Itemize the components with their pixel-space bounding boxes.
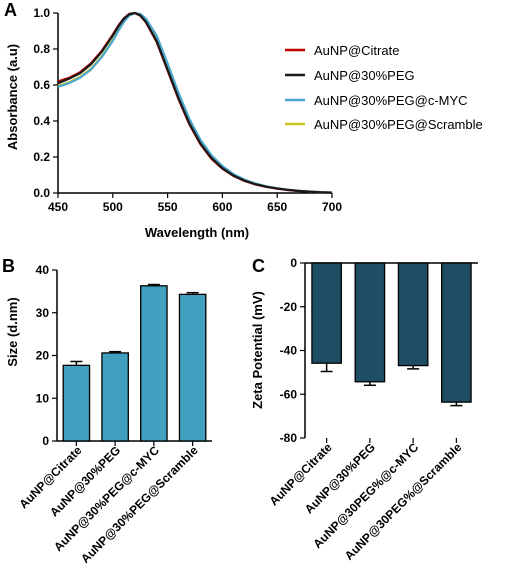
- chart-b-ytick-label: 20: [36, 349, 50, 363]
- chart-b-ytick-label: 40: [36, 263, 50, 277]
- chart-a-ytick-label: 1.0: [33, 6, 50, 20]
- chart-b-ylabel: Size (d.nm): [5, 297, 20, 366]
- chart-a-legend-label: AuNP@Citrate: [314, 43, 399, 58]
- chart-b-xtick-label: AuNP@30%PEG: [47, 443, 123, 519]
- chart-a-xtick-label: 450: [48, 200, 68, 214]
- chart-b-bar: [178, 293, 207, 442]
- chart-a-legend-label: AuNP@30%PEG@c-MYC: [314, 93, 468, 108]
- chart-a-series-line: [57, 11, 333, 194]
- chart-c-ytick-label: -20: [280, 300, 298, 314]
- chart-c-bar: [397, 262, 429, 367]
- chart-a-series-line: [57, 11, 333, 194]
- chart-c-ylabel: Zeta Potential (mV): [250, 291, 265, 409]
- chart-c: 0-20-40-60-80AuNP@CitrateAuNP@30%PEGAuNP…: [267, 256, 478, 563]
- panel-letter-a: A: [4, 0, 17, 20]
- chart-a-ytick-label: 0.8: [33, 42, 50, 56]
- chart-c-ytick-label: 0: [290, 256, 297, 270]
- chart-a-xlabel: Wavelength (nm): [145, 225, 249, 240]
- chart-c-ytick-label: -60: [280, 387, 298, 401]
- chart-c-ytick-label: -40: [280, 344, 298, 358]
- chart-a-ytick-label: 0.0: [33, 186, 50, 200]
- chart-c-ytick-label: -80: [280, 431, 298, 445]
- chart-a-xtick-label: 550: [158, 200, 178, 214]
- chart-a-xtick-label: 650: [267, 200, 287, 214]
- chart-b-ytick-label: 0: [42, 434, 49, 448]
- chart-a-series-line: [57, 11, 333, 194]
- chart-b-bar: [62, 364, 91, 442]
- chart-a-ytick-label: 0.2: [33, 150, 50, 164]
- chart-a-legend-label: AuNP@30%PEG: [314, 68, 415, 83]
- panel-letter-c: C: [252, 256, 265, 276]
- chart-b-ytick-label: 10: [36, 391, 50, 405]
- chart-a-xtick-label: 700: [322, 200, 342, 214]
- chart-a-ylabel: Absorbance (a.u): [5, 44, 20, 150]
- chart-a-xtick-label: 500: [103, 200, 123, 214]
- chart-a-ytick-label: 0.4: [33, 114, 50, 128]
- chart-a-series-line: [57, 11, 333, 194]
- chart-c-bar: [354, 262, 386, 383]
- chart-a-ytick-label: 0.6: [33, 78, 50, 92]
- chart-b-bar: [101, 352, 129, 442]
- chart-c-bar: [311, 262, 342, 364]
- chart-b-ytick-label: 30: [36, 306, 50, 320]
- chart-b-bar: [140, 285, 168, 442]
- chart-a-xtick-label: 600: [212, 200, 232, 214]
- chart-b: 010203040AuNP@CitrateAuNP@30%PEGAuNP@30%…: [16, 263, 212, 566]
- chart-c-bar: [441, 262, 472, 403]
- chart-a: 0.0 0.2 0.4 0.6 0.8 1.0 450 500 550 600 650 700 AuNP…: [33, 6, 482, 214]
- chart-a-legend-label: AuNP@30%PEG@Scramble: [314, 117, 483, 132]
- panel-letter-b: B: [2, 256, 15, 276]
